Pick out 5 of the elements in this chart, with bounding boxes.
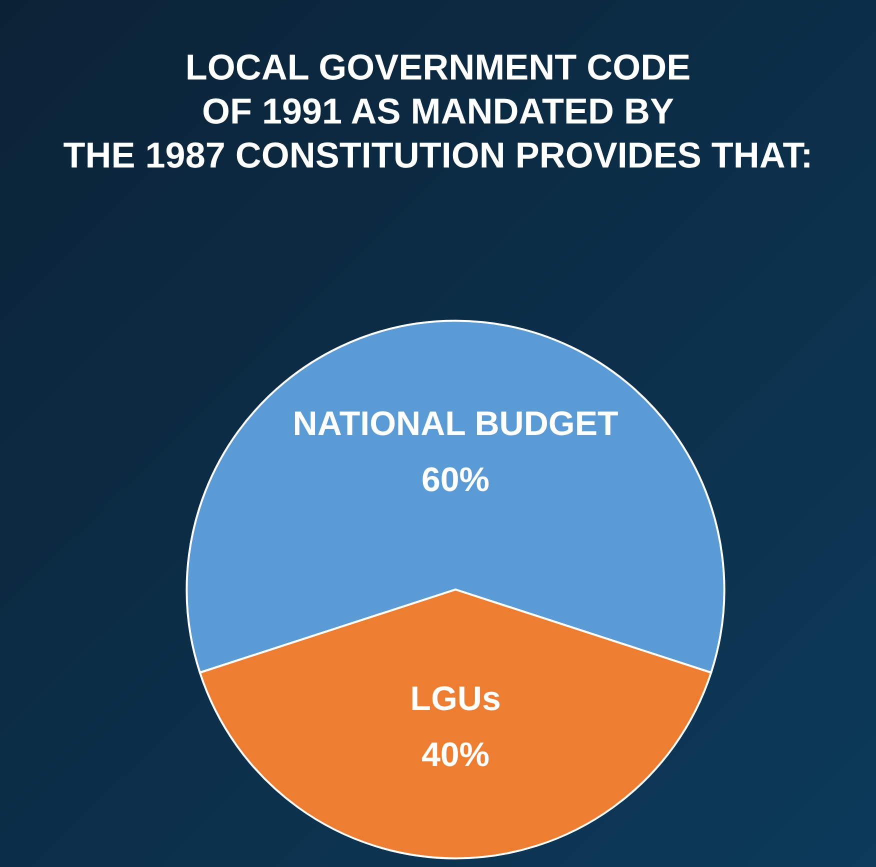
data-label: 60% <box>421 461 490 500</box>
chart-title: LOCAL GOVERNMENT CODE OF 1991 AS MANDATED BY THE 1987 CONSTITUTION PROVIDES THAT: <box>63 46 813 176</box>
data-label: 40% <box>421 736 490 774</box>
slice-label: LGUs <box>410 680 501 718</box>
slice-label: NATIONAL BUDGET <box>292 405 618 444</box>
